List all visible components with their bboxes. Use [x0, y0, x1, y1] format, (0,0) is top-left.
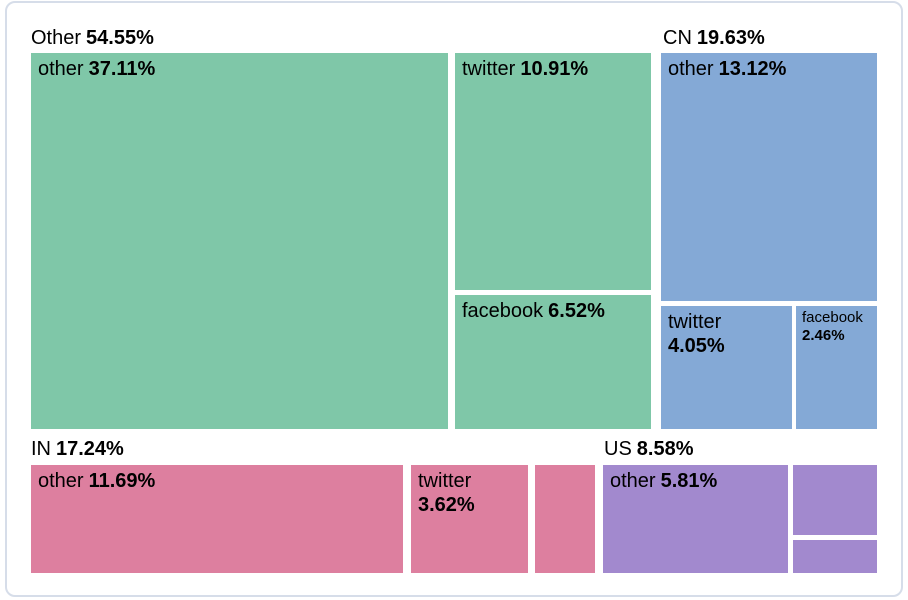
cell-value: 10.91%: [520, 58, 589, 80]
cell-other-facebook[interactable]: facebook 6.52%: [455, 295, 651, 429]
cell-value: 3.62%: [418, 494, 475, 516]
group-label-in: IN 17.24%: [31, 438, 124, 460]
cell-name: facebook: [802, 309, 863, 326]
cell-value: 11.69%: [88, 470, 156, 492]
cell-us-other[interactable]: other 5.81%: [603, 465, 788, 573]
group-name: Other: [31, 27, 82, 49]
group-name: CN: [663, 27, 692, 49]
cell-value: 13.12%: [718, 58, 787, 80]
cell-value: 37.11%: [88, 58, 156, 80]
group-label-other: Other 54.55%: [31, 27, 154, 49]
cell-us-facebook[interactable]: [793, 540, 877, 573]
cell-other-other[interactable]: other 37.11%: [31, 53, 448, 429]
group-label-cn: CN 19.63%: [663, 27, 765, 49]
cell-value: 4.05%: [668, 335, 725, 357]
cell-name: other: [610, 470, 656, 492]
cell-cn-other[interactable]: other 13.12%: [661, 53, 877, 301]
cell-name: other: [668, 58, 714, 80]
group-value: 54.55%: [86, 27, 154, 49]
cell-us-twitter[interactable]: [793, 465, 877, 535]
group-name: IN: [31, 438, 51, 460]
group-name: US: [604, 438, 632, 460]
cell-cn-twitter[interactable]: twitter 4.05%: [661, 306, 792, 429]
cell-name: other: [38, 58, 84, 80]
group-value: 8.58%: [636, 438, 694, 460]
group-value: 17.24%: [56, 438, 124, 460]
cell-in-facebook[interactable]: [535, 465, 595, 573]
cell-name: twitter: [418, 470, 472, 492]
group-value: 19.63%: [696, 27, 765, 49]
cell-value: 6.52%: [548, 300, 605, 322]
cell-in-twitter[interactable]: twitter 3.62%: [411, 465, 528, 573]
cell-other-twitter[interactable]: twitter 10.91%: [455, 53, 651, 290]
group-label-us: US 8.58%: [604, 438, 694, 460]
cell-name: facebook: [462, 300, 544, 322]
cell-name: twitter: [462, 58, 516, 80]
cell-value: 5.81%: [660, 470, 718, 492]
cell-name: twitter: [668, 311, 722, 333]
cell-cn-facebook[interactable]: facebook 2.46%: [796, 306, 877, 429]
cell-name: other: [38, 470, 84, 492]
cell-in-other[interactable]: other 11.69%: [31, 465, 403, 573]
cell-value: 2.46%: [802, 327, 845, 344]
